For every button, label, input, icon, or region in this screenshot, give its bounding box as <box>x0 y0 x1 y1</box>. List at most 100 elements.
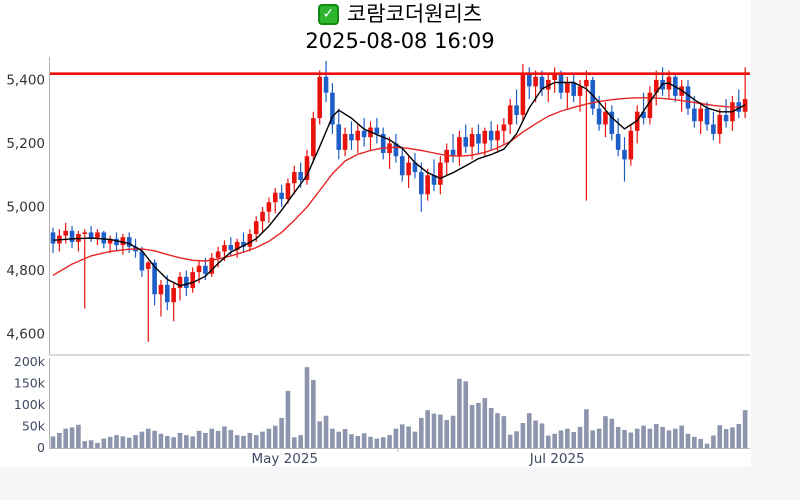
volume-tick-label: 150k <box>14 376 46 391</box>
volume-bar <box>209 428 215 448</box>
candle-body <box>336 124 342 150</box>
volume-bar <box>596 428 602 448</box>
volume-bar <box>406 426 411 448</box>
volume-bar <box>253 435 259 448</box>
candle-body <box>526 73 532 87</box>
volume-bar <box>152 430 157 448</box>
candle-body <box>501 124 507 131</box>
volume-bar <box>647 428 653 448</box>
volume-bar <box>450 415 456 448</box>
candle-body <box>590 80 596 109</box>
candle-body <box>628 130 634 160</box>
candle-body <box>311 118 316 157</box>
candle-body <box>342 133 348 150</box>
candle-body <box>565 83 570 93</box>
candle-body <box>717 114 723 134</box>
volume-bar <box>622 429 627 448</box>
candle-body <box>107 238 113 244</box>
candle-body <box>241 241 246 247</box>
volume-tick-label: 0 <box>37 440 45 455</box>
volume-bar <box>139 431 145 448</box>
x-axis-label: Jul 2025 <box>529 451 585 467</box>
candle-body <box>450 149 456 157</box>
volume-bar <box>374 438 380 448</box>
volume-bar <box>311 380 316 448</box>
candle-body <box>63 230 68 236</box>
volume-bar <box>717 425 723 448</box>
candle-body <box>615 133 621 150</box>
volume-bar <box>533 420 538 448</box>
candle-body <box>406 162 411 176</box>
volume-bar <box>603 416 608 448</box>
volume-bar <box>101 438 107 448</box>
candle-body <box>546 80 551 90</box>
volume-bar <box>577 426 583 448</box>
volume-bar <box>501 416 507 448</box>
candle-body <box>317 76 322 119</box>
volume-bar <box>552 433 557 448</box>
background-strip-bottom <box>0 467 800 500</box>
candle-body <box>374 127 380 134</box>
volume-bar <box>203 432 208 448</box>
volume-bar <box>368 436 373 448</box>
volume-bar <box>488 408 494 448</box>
candle-body <box>120 237 126 246</box>
volume-bar <box>355 435 361 448</box>
volume-bar <box>304 367 310 448</box>
volume-bar <box>133 435 138 448</box>
volume-bar <box>590 430 596 448</box>
price-tick-label: 4,800 <box>6 263 45 279</box>
candle-body <box>177 276 183 288</box>
candle-body <box>596 108 602 125</box>
volume-bar <box>457 378 462 448</box>
volume-bar <box>393 428 399 448</box>
volume-bar <box>241 435 246 448</box>
chart-header: ✓ 코람코더원리츠 2025-08-08 16:09 <box>0 1 800 55</box>
candle-body <box>139 251 145 271</box>
candle-body <box>69 230 75 242</box>
candle-body <box>399 156 405 176</box>
candle-body <box>349 133 354 141</box>
volume-bar <box>272 425 278 448</box>
volume-bar <box>571 432 576 448</box>
volume-bar <box>520 423 526 448</box>
candle-body <box>114 238 119 246</box>
candle-body <box>571 83 576 96</box>
volume-bar <box>444 420 449 448</box>
volume-bar <box>228 429 234 448</box>
candle-body <box>603 111 608 125</box>
volume-bar <box>679 425 684 448</box>
candle-body <box>685 86 691 109</box>
candle-body <box>304 156 310 181</box>
volume-bar <box>260 431 265 448</box>
volume-bar <box>114 435 119 448</box>
candle-body <box>514 105 519 115</box>
candle-body <box>196 265 202 273</box>
volume-bar <box>165 435 170 448</box>
candle-body <box>622 149 627 160</box>
volume-tick-label: 200k <box>14 354 46 369</box>
candle-body <box>234 241 240 250</box>
volume-bar <box>292 437 297 448</box>
volume-bar <box>673 428 678 448</box>
volume-bar <box>63 428 68 448</box>
chart-timestamp: 2025-08-08 16:09 <box>305 29 495 53</box>
price-tick-label: 5,400 <box>6 73 45 89</box>
volume-bar <box>711 435 716 448</box>
volume-bar <box>107 436 113 448</box>
candle-body <box>145 262 151 269</box>
candle-body <box>165 284 170 303</box>
candle-body <box>330 92 335 125</box>
candle-body <box>184 276 189 288</box>
candle-body <box>609 111 615 134</box>
volume-bar <box>482 398 488 448</box>
volume-bar <box>730 427 735 448</box>
stock-name: 코람코더원리츠 <box>346 2 483 26</box>
volume-bar <box>95 442 100 448</box>
volume-bar <box>431 413 437 448</box>
volume-bar <box>247 432 253 448</box>
volume-bar <box>234 435 240 448</box>
candle-body <box>419 172 424 195</box>
